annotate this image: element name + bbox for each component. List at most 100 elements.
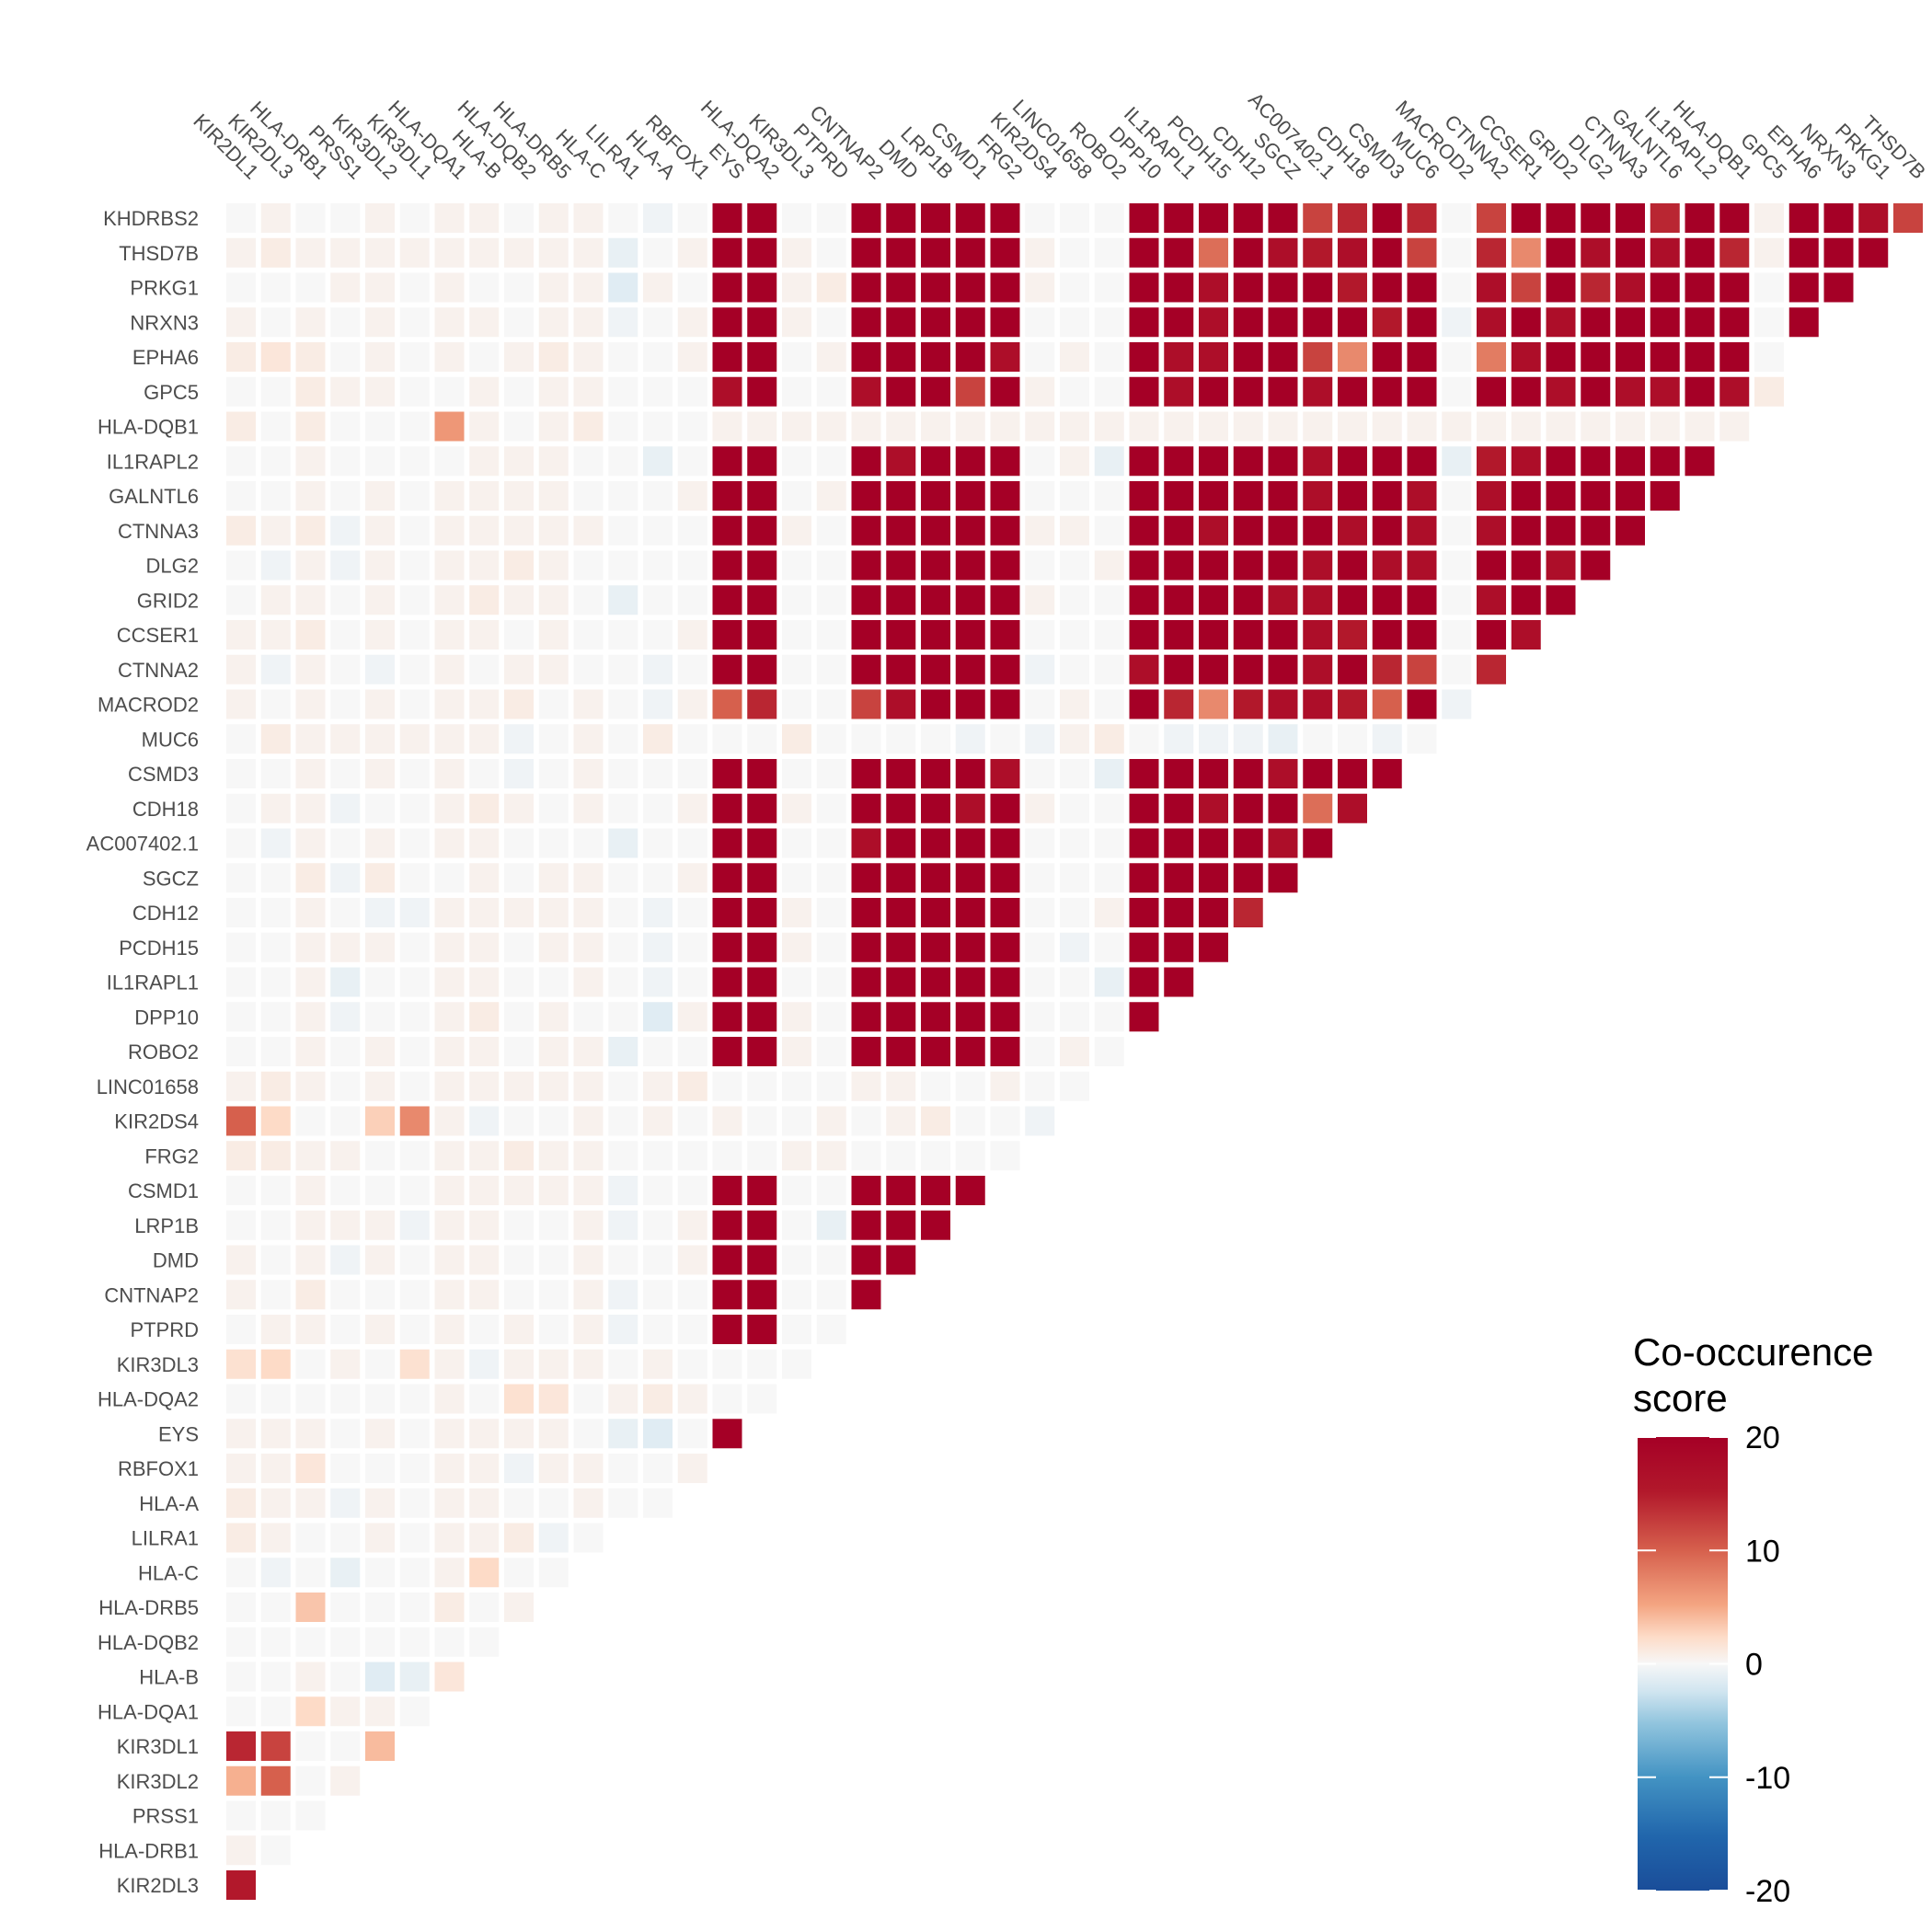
heatmap-cell xyxy=(955,481,985,511)
heatmap-cell xyxy=(469,1176,500,1205)
heatmap-cell xyxy=(1581,272,1611,303)
heatmap-cell xyxy=(782,342,811,372)
heatmap-cell xyxy=(504,307,534,338)
heatmap-cell xyxy=(955,342,985,372)
heatmap-cell xyxy=(399,1141,430,1171)
heatmap-cell xyxy=(677,898,707,927)
heatmap-cell xyxy=(851,689,881,719)
heatmap-cell xyxy=(747,1002,777,1032)
heatmap-cell xyxy=(573,1384,604,1414)
heatmap-cell xyxy=(886,863,916,893)
heatmap-cell xyxy=(538,1245,569,1275)
heatmap-cell xyxy=(851,1002,881,1032)
heatmap-cell xyxy=(782,1176,811,1205)
heatmap-cell xyxy=(886,1141,916,1171)
heatmap-cell xyxy=(295,1210,326,1240)
heatmap-cell xyxy=(955,863,985,893)
heatmap-cell xyxy=(434,272,465,303)
heatmap-cell xyxy=(504,620,534,650)
heatmap-cell xyxy=(851,307,881,338)
heatmap-cell xyxy=(226,1037,256,1066)
heatmap-cell xyxy=(1511,411,1541,442)
heatmap-cell xyxy=(608,237,638,268)
heatmap-cell xyxy=(747,1106,777,1136)
heatmap-cell xyxy=(504,654,534,684)
heatmap-cell xyxy=(816,1280,846,1310)
heatmap-cell xyxy=(399,481,430,511)
heatmap-cell xyxy=(1719,411,1750,442)
heatmap-cell xyxy=(1164,272,1194,303)
heatmap-cell xyxy=(399,446,430,477)
heatmap-cell xyxy=(1338,689,1367,719)
heatmap-cell xyxy=(295,759,326,788)
heatmap-cell xyxy=(1650,376,1680,407)
heatmap-cell xyxy=(226,1662,256,1692)
heatmap-cell xyxy=(851,1037,881,1066)
heatmap-cell xyxy=(990,411,1020,442)
heatmap-cell xyxy=(1372,585,1402,615)
legend-tick-label: 0 xyxy=(1745,1648,1763,1683)
heatmap-cell xyxy=(365,1002,395,1032)
heatmap-cell xyxy=(1581,550,1611,581)
heatmap-cell xyxy=(1823,203,1854,233)
heatmap-cell xyxy=(955,724,985,754)
heatmap-cell xyxy=(434,1558,465,1588)
row-label: CDH12 xyxy=(132,902,199,925)
heatmap-cell xyxy=(782,1141,811,1171)
heatmap-cell xyxy=(851,1106,881,1136)
heatmap-cell xyxy=(1685,342,1715,372)
heatmap-cell xyxy=(434,342,465,372)
heatmap-cell xyxy=(782,1002,811,1032)
heatmap-cell xyxy=(886,759,916,788)
heatmap-cell xyxy=(747,759,777,788)
heatmap-cell xyxy=(1303,203,1333,233)
heatmap-cell xyxy=(1407,585,1437,615)
heatmap-cell xyxy=(1372,307,1402,338)
heatmap-cell xyxy=(886,585,916,615)
heatmap-cell xyxy=(538,828,569,858)
heatmap-cell xyxy=(643,1280,673,1310)
heatmap-cell xyxy=(1546,446,1576,477)
heatmap-cell xyxy=(260,863,291,893)
row-label: HLA-DQA2 xyxy=(98,1388,199,1411)
heatmap-cell xyxy=(504,481,534,511)
heatmap-cell xyxy=(1025,446,1055,477)
heatmap-cell xyxy=(1094,654,1124,684)
heatmap-cell xyxy=(295,272,326,303)
heatmap-cell xyxy=(990,1037,1020,1066)
heatmap-cell xyxy=(1233,863,1263,893)
heatmap-cell xyxy=(295,481,326,511)
heatmap-cell xyxy=(1650,481,1680,511)
heatmap-cell xyxy=(226,654,256,684)
heatmap-cell xyxy=(226,550,256,581)
heatmap-cell xyxy=(226,446,256,477)
heatmap-cell xyxy=(677,550,707,581)
heatmap-cell xyxy=(921,307,950,338)
heatmap-cell xyxy=(990,1071,1020,1101)
heatmap-cell xyxy=(330,1210,361,1240)
heatmap-cell xyxy=(365,620,395,650)
heatmap-cell xyxy=(504,1419,534,1449)
heatmap-cell xyxy=(1303,411,1333,442)
heatmap-cell xyxy=(1581,481,1611,511)
heatmap-cell xyxy=(538,411,569,442)
heatmap-cell xyxy=(1442,446,1472,477)
heatmap-cell xyxy=(469,1488,500,1518)
heatmap-cell xyxy=(1199,446,1228,477)
heatmap-cell xyxy=(295,898,326,927)
heatmap-cell xyxy=(260,446,291,477)
heatmap-cell xyxy=(643,1315,673,1344)
heatmap-cell xyxy=(747,863,777,893)
heatmap-cell xyxy=(1025,307,1055,338)
heatmap-cell xyxy=(1372,724,1402,754)
heatmap-cell xyxy=(643,724,673,754)
heatmap-cell xyxy=(330,376,361,407)
row-label: HLA-A xyxy=(139,1492,199,1515)
heatmap-cell xyxy=(747,446,777,477)
heatmap-cell xyxy=(851,620,881,650)
heatmap-cell xyxy=(399,1210,430,1240)
heatmap-cell xyxy=(1199,481,1228,511)
heatmap-cell xyxy=(538,376,569,407)
heatmap-cell xyxy=(851,203,881,233)
heatmap-cell xyxy=(1546,307,1576,338)
